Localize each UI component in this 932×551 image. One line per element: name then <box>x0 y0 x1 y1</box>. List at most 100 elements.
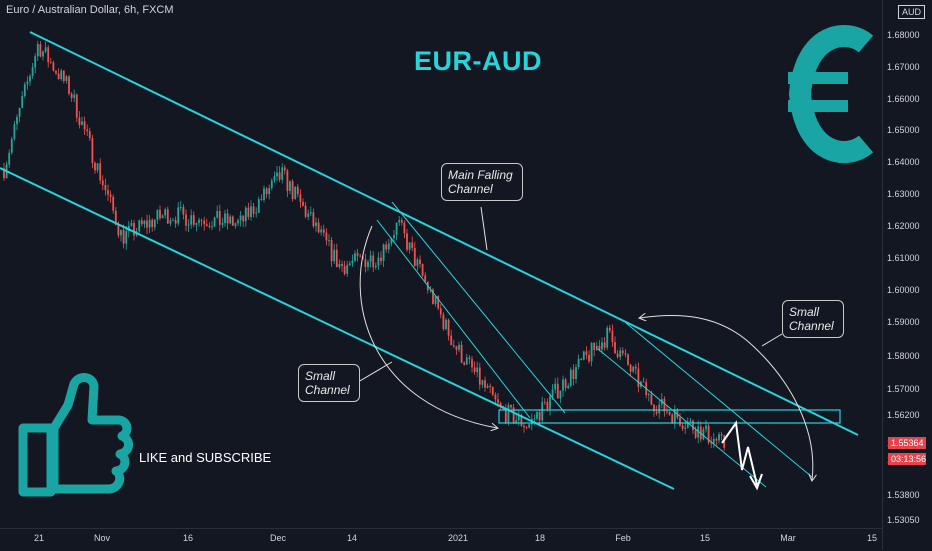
candle-body <box>234 223 237 226</box>
candle-body <box>229 216 232 224</box>
candle-body <box>122 229 125 244</box>
currency-badge: AUD <box>898 5 926 19</box>
candle-body <box>286 170 289 191</box>
time-tick-label: Feb <box>615 533 631 543</box>
candle-body <box>36 44 39 57</box>
candle-body <box>302 201 304 206</box>
candle-body <box>403 222 406 234</box>
candle-body <box>312 212 315 227</box>
candle-body <box>221 223 224 225</box>
candle-body <box>507 405 510 423</box>
candle-body <box>192 215 195 225</box>
candle-body <box>88 131 91 138</box>
candle-body <box>120 229 122 236</box>
time-axis[interactable] <box>0 528 882 551</box>
candle-body <box>541 401 544 421</box>
candle-body <box>562 379 564 391</box>
candle-body <box>109 194 112 197</box>
candle-body <box>504 408 507 423</box>
candle-body <box>653 404 655 412</box>
candle-body <box>684 427 687 429</box>
time-tick-label: 15 <box>866 533 878 543</box>
candle-body <box>307 213 310 217</box>
price-tick-label: 1.68000 <box>887 30 920 40</box>
candle-body <box>510 405 512 408</box>
candle-body <box>434 296 437 304</box>
candle-body <box>491 386 494 395</box>
candle-body <box>619 350 622 357</box>
candle-body <box>673 409 676 424</box>
main-channel-lower-line[interactable] <box>0 167 675 490</box>
candle-body <box>317 222 320 233</box>
candle-body <box>621 350 624 354</box>
candle-body <box>133 223 135 236</box>
candle-body <box>309 212 312 214</box>
candle-body <box>601 342 603 350</box>
price-chart[interactable] <box>0 0 882 528</box>
price-tick-label: 1.59000 <box>887 317 920 327</box>
candle-body <box>572 369 575 379</box>
support-zone-rect[interactable] <box>498 409 841 424</box>
candle-body <box>590 342 593 362</box>
candle-body <box>676 409 679 418</box>
candle-body <box>689 420 692 422</box>
price-axis[interactable] <box>882 0 932 550</box>
candle-body <box>497 399 499 403</box>
candle-body <box>380 257 382 262</box>
candle-body <box>268 188 271 195</box>
candle-body <box>198 219 200 224</box>
candle-body <box>692 420 694 431</box>
candle-body <box>146 220 148 228</box>
candle-body <box>346 264 349 274</box>
candle-body <box>367 261 369 267</box>
candle-body <box>325 232 328 241</box>
small-channel-1-lower-line[interactable] <box>376 219 531 419</box>
candle-body <box>244 207 247 222</box>
candle-body <box>107 190 109 195</box>
candle-body <box>164 209 167 216</box>
candle-body <box>603 342 606 348</box>
candle-body <box>523 425 525 428</box>
candle-body <box>481 380 484 385</box>
main-channel-upper-line[interactable] <box>29 31 859 436</box>
candle-body <box>114 210 117 225</box>
candle-body <box>159 209 161 219</box>
small-channel-2-upper-line[interactable] <box>625 322 813 478</box>
candle-body <box>710 442 713 444</box>
candle-body <box>42 51 44 57</box>
candle-body <box>250 206 252 218</box>
candle-body <box>606 327 609 348</box>
candle-body <box>432 289 434 304</box>
candle-body <box>520 414 523 426</box>
callout-right-pointer <box>761 333 783 347</box>
candle-body <box>91 137 94 163</box>
small-channel-1-upper-line[interactable] <box>391 201 566 414</box>
candle-body <box>333 249 336 262</box>
candle-body <box>437 296 440 309</box>
candle-body <box>62 70 65 81</box>
candle-body <box>528 424 531 428</box>
candles-group <box>3 41 726 451</box>
candle-body <box>458 344 460 350</box>
candle-body <box>148 219 151 228</box>
thumbs-up-icon <box>18 373 133 497</box>
candle-body <box>190 215 193 225</box>
candle-body <box>351 260 354 264</box>
candle-body <box>213 217 216 227</box>
candle-body <box>585 351 588 355</box>
candle-body <box>23 84 26 97</box>
candle-body <box>112 196 115 211</box>
candle-body <box>551 389 554 397</box>
candle-body <box>94 162 96 171</box>
candle-body <box>140 220 143 225</box>
candle-body <box>642 381 645 383</box>
candle-body <box>39 44 42 57</box>
candle-body <box>179 206 182 208</box>
candle-body <box>47 47 50 63</box>
time-tick-label: 2021 <box>447 533 469 543</box>
small-channel-2-lower-line[interactable] <box>597 348 767 488</box>
curved-arrow-left <box>359 225 497 428</box>
time-tick-label: 15 <box>699 533 711 543</box>
candle-body <box>65 76 68 81</box>
time-tick-label: 14 <box>346 533 358 543</box>
